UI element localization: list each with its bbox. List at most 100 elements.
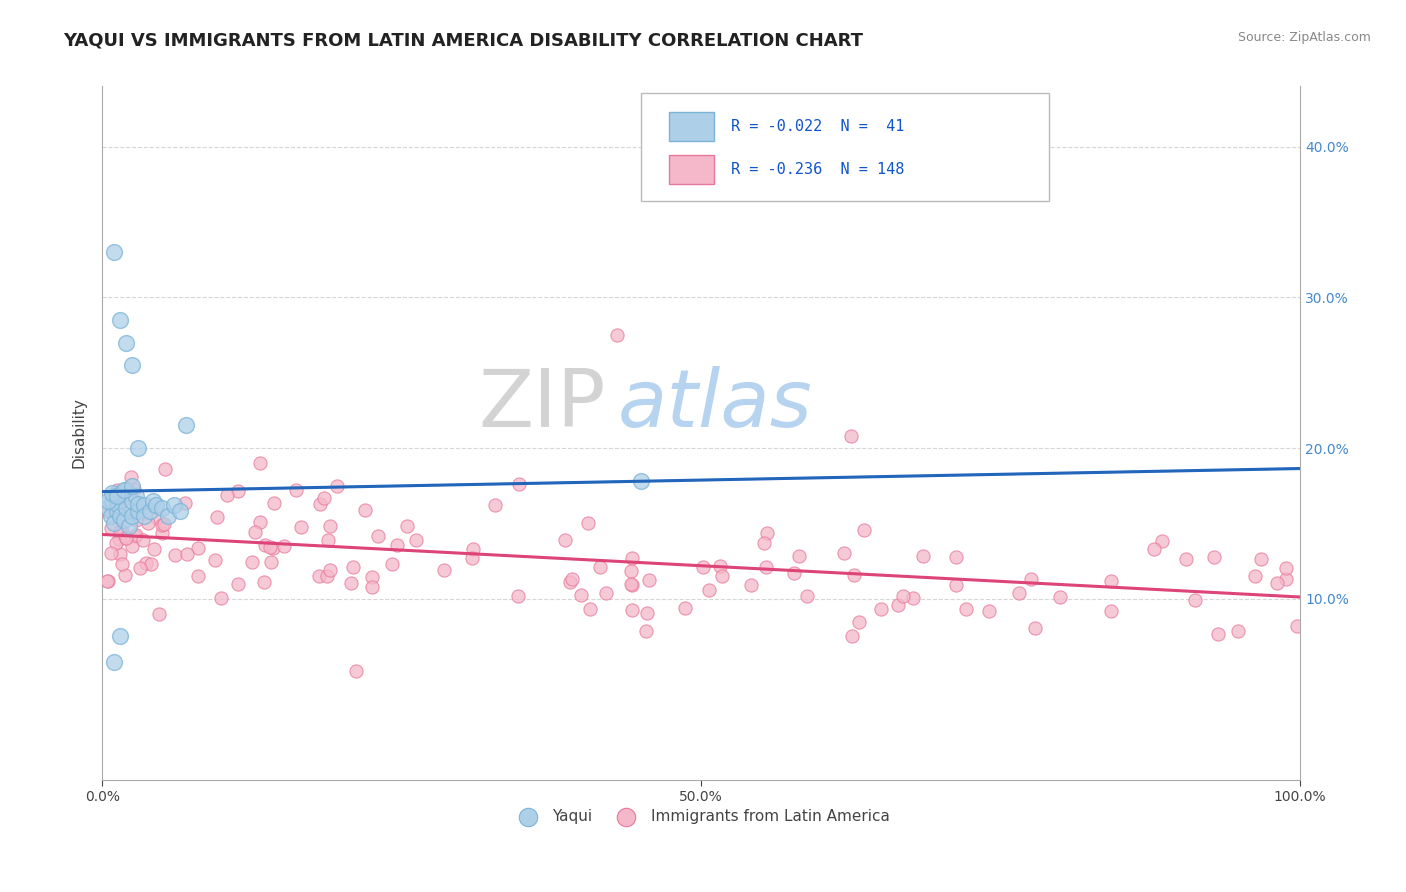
- Point: [226, 577, 249, 591]
- Point: [576, 516, 599, 530]
- Point: [115, 483, 138, 498]
- Point: [842, 568, 865, 582]
- Point: [385, 538, 408, 552]
- Point: [461, 541, 484, 556]
- Point: [782, 566, 804, 581]
- Point: [405, 533, 427, 547]
- Point: [249, 515, 271, 529]
- Point: [789, 549, 811, 563]
- Point: [891, 589, 914, 603]
- Point: [484, 499, 506, 513]
- Point: [129, 561, 152, 575]
- Point: [887, 598, 910, 612]
- Point: [243, 524, 266, 539]
- Point: [105, 483, 128, 498]
- Point: [308, 569, 330, 583]
- Point: [262, 541, 284, 555]
- Point: [1202, 550, 1225, 565]
- Point: [832, 546, 855, 560]
- Y-axis label: Disability: Disability: [72, 398, 86, 468]
- Point: [124, 512, 146, 526]
- Point: [595, 586, 617, 600]
- Point: [205, 510, 228, 524]
- Point: [1265, 576, 1288, 591]
- Point: [138, 516, 160, 530]
- Point: [249, 456, 271, 470]
- Point: [344, 665, 367, 679]
- Point: [174, 496, 197, 510]
- Point: [105, 489, 128, 503]
- Point: [709, 558, 731, 573]
- Text: atlas: atlas: [617, 367, 813, 444]
- Point: [111, 558, 134, 572]
- Point: [841, 629, 863, 643]
- Point: [621, 551, 644, 566]
- Point: [163, 499, 186, 513]
- Point: [945, 577, 967, 591]
- Point: [755, 526, 778, 541]
- Point: [634, 624, 657, 638]
- Point: [103, 245, 125, 260]
- Point: [254, 538, 277, 552]
- Point: [115, 501, 138, 516]
- Point: [103, 655, 125, 669]
- Point: [630, 474, 652, 488]
- Point: [381, 557, 404, 571]
- Point: [103, 503, 125, 517]
- Point: [620, 577, 643, 591]
- Point: [103, 516, 125, 531]
- Point: [111, 524, 134, 538]
- Text: ZIP: ZIP: [478, 367, 606, 444]
- Point: [569, 589, 592, 603]
- Point: [340, 575, 363, 590]
- Point: [134, 499, 156, 513]
- Point: [112, 513, 135, 527]
- Legend: Yaqui, Immigrants from Latin America: Yaqui, Immigrants from Latin America: [513, 809, 890, 824]
- Point: [226, 484, 249, 499]
- Point: [273, 539, 295, 553]
- Point: [903, 591, 925, 606]
- Point: [105, 536, 128, 550]
- Point: [108, 533, 131, 547]
- Point: [1206, 626, 1229, 640]
- Point: [692, 560, 714, 574]
- Text: YAQUI VS IMMIGRANTS FROM LATIN AMERICA DISABILITY CORRELATION CHART: YAQUI VS IMMIGRANTS FROM LATIN AMERICA D…: [63, 31, 863, 49]
- Point: [122, 482, 145, 496]
- Point: [108, 508, 131, 523]
- Point: [101, 486, 124, 500]
- Point: [152, 517, 174, 532]
- Point: [354, 502, 377, 516]
- Point: [153, 462, 176, 476]
- Point: [108, 525, 131, 540]
- Point: [796, 589, 818, 603]
- Point: [312, 491, 335, 506]
- Point: [121, 358, 143, 372]
- Point: [121, 508, 143, 523]
- Point: [105, 504, 128, 518]
- Point: [97, 501, 120, 516]
- Point: [108, 629, 131, 643]
- FancyBboxPatch shape: [641, 94, 1049, 201]
- Point: [316, 533, 339, 547]
- Point: [506, 589, 529, 603]
- Point: [127, 504, 149, 518]
- Point: [620, 564, 643, 578]
- Point: [100, 546, 122, 560]
- Point: [1184, 592, 1206, 607]
- Point: [1008, 586, 1031, 600]
- Point: [135, 556, 157, 570]
- Point: [325, 479, 347, 493]
- Point: [673, 600, 696, 615]
- Point: [240, 555, 263, 569]
- Point: [96, 504, 118, 518]
- Point: [1024, 621, 1046, 635]
- Point: [134, 508, 156, 523]
- Point: [127, 441, 149, 455]
- Point: [132, 533, 155, 548]
- Point: [1049, 590, 1071, 604]
- Point: [839, 429, 862, 443]
- Point: [1101, 574, 1123, 588]
- Text: R = -0.022  N =  41: R = -0.022 N = 41: [731, 120, 904, 135]
- Point: [710, 569, 733, 583]
- Point: [1250, 551, 1272, 566]
